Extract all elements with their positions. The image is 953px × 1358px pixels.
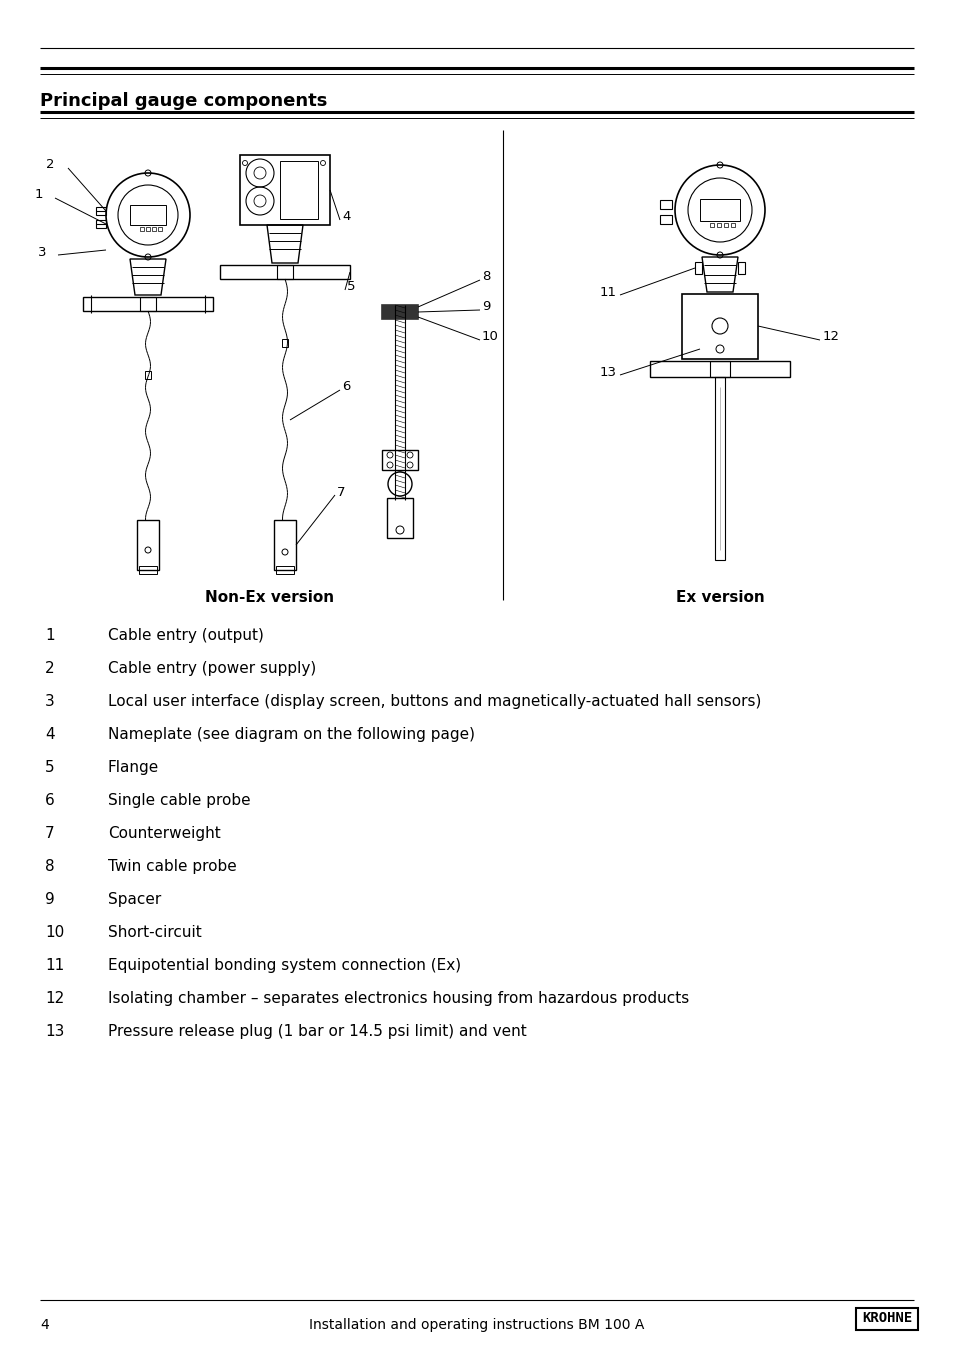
Bar (152, 227, 156, 231)
Text: 7: 7 (45, 826, 54, 841)
Text: 7: 7 (336, 486, 345, 498)
Text: Counterweight: Counterweight (108, 826, 220, 841)
Text: Pressure release plug (1 bar or 14.5 psi limit) and vent: Pressure release plug (1 bar or 14.5 psi… (108, 1024, 526, 1039)
Bar (276, 265, 293, 278)
Bar (275, 566, 294, 574)
Bar (158, 227, 162, 231)
Text: Spacer: Spacer (108, 892, 161, 907)
Text: 2: 2 (45, 661, 54, 676)
Text: Cable entry (output): Cable entry (output) (108, 627, 264, 642)
Bar (220, 265, 350, 278)
Text: 1: 1 (45, 627, 54, 642)
Text: 4: 4 (341, 210, 350, 224)
Bar (381, 449, 417, 470)
Bar (659, 200, 671, 209)
Bar (387, 498, 413, 538)
Text: 4: 4 (40, 1319, 49, 1332)
Text: 9: 9 (45, 892, 54, 907)
Bar (738, 262, 744, 274)
Text: Cable entry (power supply): Cable entry (power supply) (108, 661, 315, 676)
Bar (855, 1308, 917, 1329)
Bar (140, 227, 144, 231)
Text: Single cable probe: Single cable probe (108, 793, 251, 808)
Text: Short-circuit: Short-circuit (108, 925, 201, 940)
Bar (695, 262, 701, 274)
Text: 3: 3 (37, 246, 46, 258)
Text: 11: 11 (599, 285, 617, 299)
Text: 4: 4 (45, 727, 54, 741)
Bar (681, 293, 758, 359)
Text: 9: 9 (481, 300, 490, 314)
Text: 13: 13 (599, 365, 617, 379)
Text: Local user interface (display screen, buttons and magnetically-actuated hall sen: Local user interface (display screen, bu… (108, 694, 760, 709)
Bar (381, 306, 417, 319)
Text: Twin cable probe: Twin cable probe (108, 860, 236, 875)
Text: 6: 6 (341, 380, 350, 394)
Bar (274, 520, 295, 570)
Bar (730, 223, 734, 227)
Bar (280, 162, 317, 219)
Text: Isolating chamber – separates electronics housing from hazardous products: Isolating chamber – separates electronic… (108, 991, 688, 1006)
Text: 2: 2 (47, 159, 55, 171)
Text: 12: 12 (822, 330, 840, 344)
Text: Equipotential bonding system connection (Ex): Equipotential bonding system connection … (108, 957, 460, 972)
Bar (659, 215, 671, 224)
Text: Nameplate (see diagram on the following page): Nameplate (see diagram on the following … (108, 727, 475, 741)
Text: 8: 8 (481, 270, 490, 284)
Text: Installation and operating instructions BM 100 A: Installation and operating instructions … (309, 1319, 644, 1332)
Bar (146, 227, 150, 231)
Bar (96, 206, 106, 215)
Bar (145, 371, 151, 379)
Bar (717, 223, 720, 227)
Text: 13: 13 (45, 1024, 64, 1039)
Bar (709, 223, 713, 227)
Bar (240, 155, 330, 225)
Text: 5: 5 (347, 281, 355, 293)
Text: 12: 12 (45, 991, 64, 1006)
Text: 11: 11 (45, 957, 64, 972)
Text: 10: 10 (481, 330, 498, 344)
Bar (137, 520, 159, 570)
Bar (649, 361, 789, 378)
Text: 5: 5 (45, 760, 54, 775)
Text: Non-Ex version: Non-Ex version (205, 589, 335, 606)
Text: Principal gauge components: Principal gauge components (40, 92, 327, 110)
Bar (139, 566, 157, 574)
Bar (130, 205, 166, 225)
Bar (140, 297, 156, 311)
Bar (282, 340, 288, 348)
Text: Ex version: Ex version (675, 589, 763, 606)
Text: Flange: Flange (108, 760, 159, 775)
Bar (709, 361, 729, 378)
Bar (96, 220, 106, 228)
Text: 6: 6 (45, 793, 54, 808)
Bar (714, 378, 724, 559)
Bar (723, 223, 727, 227)
Text: 10: 10 (45, 925, 64, 940)
Text: 8: 8 (45, 860, 54, 875)
Text: 3: 3 (45, 694, 54, 709)
Bar (83, 297, 213, 311)
Text: KROHNE: KROHNE (861, 1310, 911, 1325)
Bar (700, 200, 740, 221)
Text: 1: 1 (34, 189, 43, 201)
